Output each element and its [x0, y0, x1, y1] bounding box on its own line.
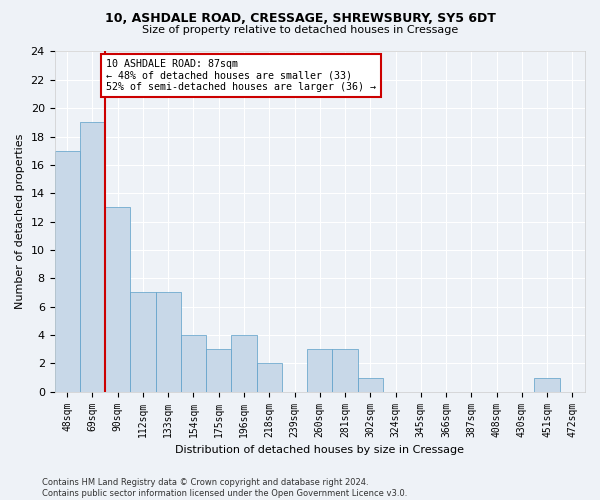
- Text: 10, ASHDALE ROAD, CRESSAGE, SHREWSBURY, SY5 6DT: 10, ASHDALE ROAD, CRESSAGE, SHREWSBURY, …: [104, 12, 496, 26]
- Bar: [155, 292, 181, 392]
- Bar: [257, 364, 282, 392]
- Bar: [105, 208, 130, 392]
- Y-axis label: Number of detached properties: Number of detached properties: [15, 134, 25, 310]
- Bar: [55, 150, 80, 392]
- Bar: [535, 378, 560, 392]
- Bar: [307, 349, 332, 392]
- Bar: [130, 292, 155, 392]
- X-axis label: Distribution of detached houses by size in Cressage: Distribution of detached houses by size …: [175, 445, 464, 455]
- Bar: [358, 378, 383, 392]
- Text: Size of property relative to detached houses in Cressage: Size of property relative to detached ho…: [142, 25, 458, 35]
- Text: Contains HM Land Registry data © Crown copyright and database right 2024.
Contai: Contains HM Land Registry data © Crown c…: [42, 478, 407, 498]
- Bar: [332, 349, 358, 392]
- Bar: [80, 122, 105, 392]
- Text: 10 ASHDALE ROAD: 87sqm
← 48% of detached houses are smaller (33)
52% of semi-det: 10 ASHDALE ROAD: 87sqm ← 48% of detached…: [106, 58, 376, 92]
- Bar: [181, 335, 206, 392]
- Bar: [206, 349, 232, 392]
- Bar: [232, 335, 257, 392]
